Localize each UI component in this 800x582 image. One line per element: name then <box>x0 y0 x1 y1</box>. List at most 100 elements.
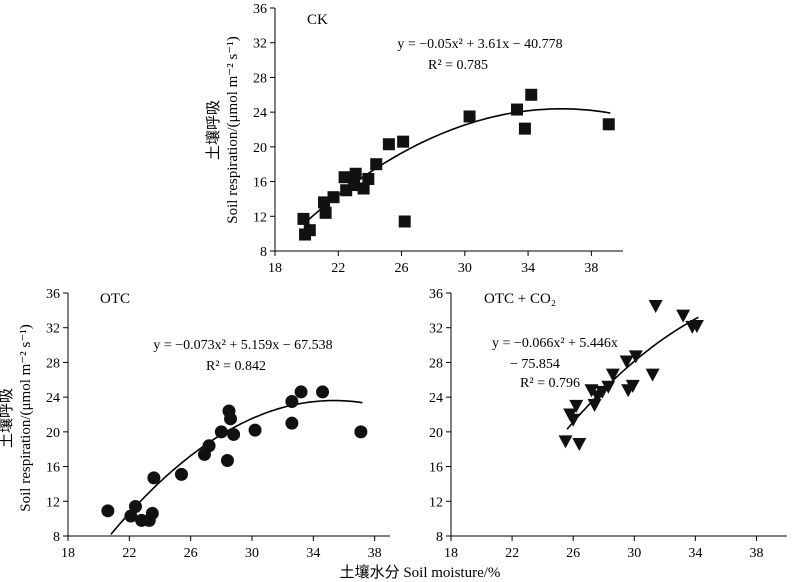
y-tick-label: 8 <box>260 245 267 260</box>
data-point <box>605 368 620 382</box>
panel-title: OTC + CO₂ <box>484 291 556 307</box>
y-tick-label: 8 <box>53 530 60 545</box>
data-point <box>463 110 476 123</box>
r-squared: R² = 0.785 <box>428 58 488 73</box>
y-tick-label: 16 <box>253 176 267 191</box>
axes <box>450 293 787 537</box>
x-tick-label: 18 <box>61 546 75 561</box>
y-tick-label: 36 <box>46 287 60 302</box>
data-point <box>174 467 188 481</box>
fit-equation: y = −0.05x² + 3.61x − 40.778 <box>397 37 562 52</box>
data-point <box>220 453 234 467</box>
x-tick-label: 34 <box>306 546 320 561</box>
data-point <box>248 423 262 437</box>
data-point <box>338 171 351 184</box>
data-point <box>214 425 228 439</box>
x-tick-label: 18 <box>268 261 282 276</box>
y-tick-label: 8 <box>436 530 443 545</box>
data-point <box>689 319 704 333</box>
y-tick-label: 32 <box>253 37 267 52</box>
data-point <box>319 206 332 219</box>
x-tick-label: 22 <box>505 546 519 561</box>
panel-otc-co2: 18 22 26 30 34 38 8 12 16 20 24 28 32 36 OTC + CO₂ y = … <box>429 287 787 561</box>
data-point <box>357 182 370 195</box>
data-point <box>318 196 331 209</box>
data-point <box>398 215 411 228</box>
data-point <box>147 471 161 485</box>
data-point <box>601 380 616 394</box>
y-axis-label-cn: 土壤呼吸 <box>0 388 15 448</box>
y-tick-label: 28 <box>429 356 443 371</box>
data-point <box>628 350 643 364</box>
data-point <box>602 118 615 131</box>
data-point <box>202 439 216 453</box>
data-point <box>558 435 573 449</box>
x-tick-label: 26 <box>395 261 409 276</box>
data-point <box>354 425 368 439</box>
fit-equation-line2: − 75.854 <box>510 357 560 372</box>
x-tick-label: 18 <box>444 546 458 561</box>
y-tick-label: 20 <box>429 426 443 441</box>
fit-curve <box>566 316 699 430</box>
data-point <box>572 438 587 452</box>
panel-otc: 18 22 26 30 34 38 8 12 16 20 24 28 32 36 OTC y = −0.073… <box>0 287 390 561</box>
data-point <box>645 368 660 382</box>
panel-title: CK <box>307 12 328 28</box>
y-tick-label: 36 <box>429 287 443 302</box>
x-axis-label: 土壤水分 Soil moisture/% <box>340 563 501 581</box>
fit-curve <box>110 399 363 535</box>
data-point <box>227 427 241 441</box>
data-point <box>397 135 410 148</box>
x-tick-label: 26 <box>184 546 198 561</box>
data-point <box>303 224 316 237</box>
x-tick-label: 22 <box>331 261 345 276</box>
y-axis-label-en: Soil respiration/(μmol m⁻² s⁻¹) <box>18 324 34 511</box>
data-point <box>224 412 238 426</box>
y-axis-label-en: Soil respiration/(μmol m⁻² s⁻¹) <box>225 36 241 223</box>
data-point <box>525 88 538 101</box>
x-tick-label: 30 <box>245 546 259 561</box>
y-tick-label: 32 <box>46 322 60 337</box>
x-tick-label: 38 <box>584 261 598 276</box>
x-tick-label: 34 <box>521 261 535 276</box>
data-point <box>294 385 308 399</box>
y-tick-label: 24 <box>253 106 267 121</box>
data-point <box>370 158 383 171</box>
r-squared: R² = 0.796 <box>520 376 580 391</box>
y-tick-label: 28 <box>253 71 267 86</box>
x-tick-label: 34 <box>688 546 702 561</box>
y-tick-label: 20 <box>253 141 267 156</box>
data-point <box>511 103 524 116</box>
panel-ck: 18 22 26 30 34 38 8 12 16 20 24 28 32 36 CK y = −0.05x²… <box>204 2 623 276</box>
data-point <box>297 212 310 225</box>
x-tick-label: 30 <box>627 546 641 561</box>
fit-equation-line1: y = −0.066x² + 5.446x <box>492 336 618 351</box>
data-point <box>101 504 115 518</box>
data-point <box>382 138 395 151</box>
data-point <box>327 191 340 204</box>
x-tick-label: 38 <box>368 546 382 561</box>
x-tick-label: 30 <box>458 261 472 276</box>
x-tick-label: 26 <box>566 546 580 561</box>
data-point <box>362 172 375 185</box>
data-point <box>285 394 299 408</box>
y-tick-label: 16 <box>46 461 60 476</box>
data-point <box>349 167 362 180</box>
x-tick-label: 38 <box>749 546 763 561</box>
x-tick-label: 22 <box>122 546 136 561</box>
data-point <box>676 309 691 323</box>
y-tick-label: 28 <box>46 356 60 371</box>
fit-curve <box>302 108 611 225</box>
data-point <box>625 379 640 393</box>
panel-title: OTC <box>100 291 130 307</box>
data-point <box>128 499 142 513</box>
y-tick-label: 24 <box>429 391 443 406</box>
data-point <box>285 416 299 430</box>
data-point <box>316 385 330 399</box>
data-point <box>595 385 610 399</box>
data-point <box>145 506 159 520</box>
data-point <box>518 122 531 135</box>
data-point <box>569 399 584 413</box>
